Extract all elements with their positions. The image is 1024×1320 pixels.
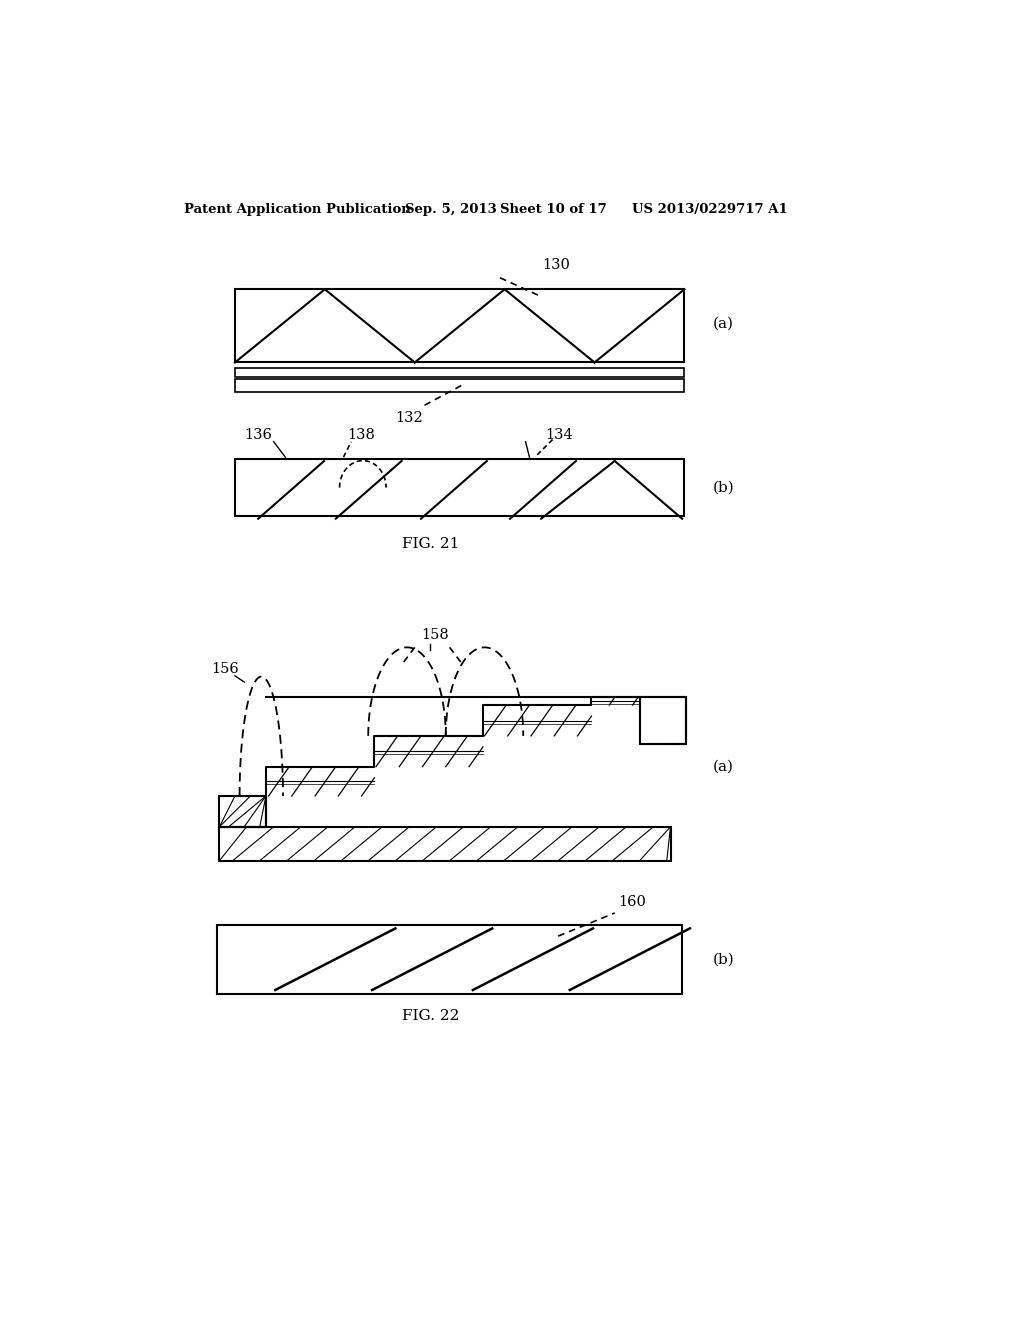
Text: (b): (b) [713, 952, 735, 966]
Bar [219, 826, 671, 861]
Bar [234, 368, 684, 378]
Bar [234, 289, 684, 363]
Text: Sheet 10 of 17: Sheet 10 of 17 [500, 203, 607, 216]
Text: 132: 132 [395, 411, 423, 425]
Text: 138: 138 [347, 428, 375, 442]
Text: (a): (a) [713, 317, 734, 331]
Text: FIG. 21: FIG. 21 [401, 537, 459, 552]
Text: 158: 158 [421, 628, 449, 642]
Text: Patent Application Publication: Patent Application Publication [183, 203, 411, 216]
Text: (b): (b) [713, 480, 735, 495]
Bar [640, 697, 686, 743]
Text: 134: 134 [545, 428, 572, 442]
Text: 136: 136 [245, 428, 272, 442]
Text: US 2013/0229717 A1: US 2013/0229717 A1 [632, 203, 787, 216]
Bar [234, 379, 684, 392]
Bar [234, 459, 684, 516]
Text: (a): (a) [713, 760, 734, 774]
Text: FIG. 22: FIG. 22 [401, 1010, 459, 1023]
Text: 156: 156 [212, 661, 240, 676]
Text: Sep. 5, 2013: Sep. 5, 2013 [406, 203, 498, 216]
Text: 130: 130 [543, 259, 570, 272]
Bar [217, 924, 682, 994]
Text: 160: 160 [618, 895, 646, 909]
Bar [219, 796, 266, 826]
